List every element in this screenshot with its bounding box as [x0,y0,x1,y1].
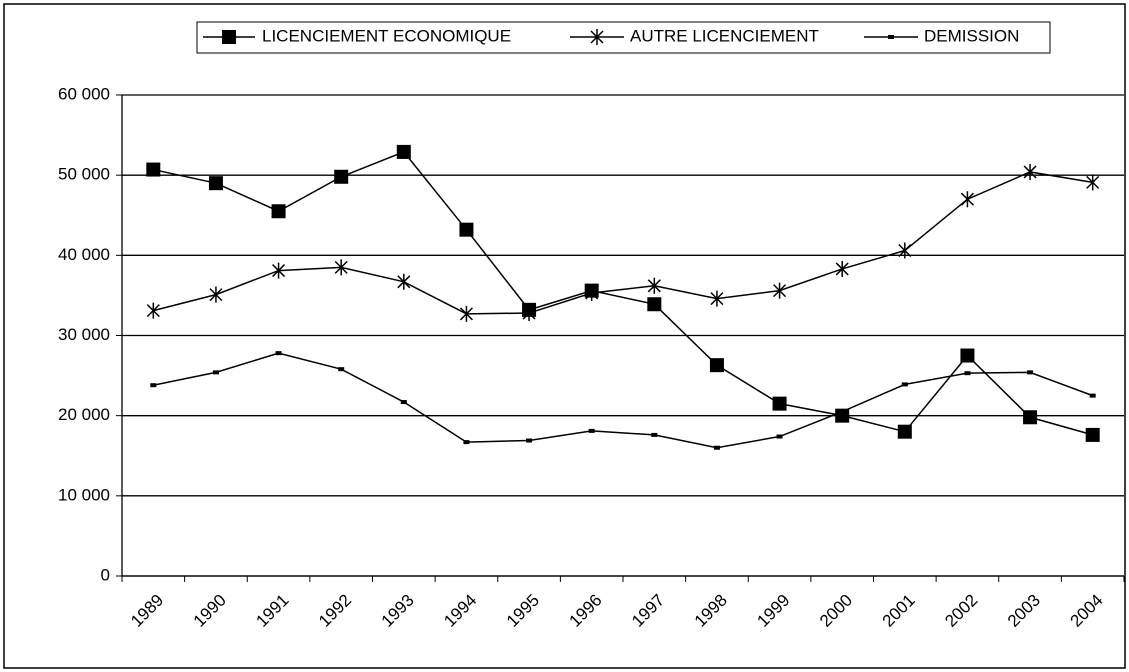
legend-marker [888,35,894,39]
x-tick-label: 2001 [879,591,919,631]
marker [397,273,411,290]
legend-marker [222,30,236,44]
y-tick-label: 20 000 [58,405,110,424]
marker [713,445,720,450]
y-tick-label: 50 000 [58,165,110,184]
x-tick-label: 1996 [566,591,606,631]
marker [334,169,349,184]
x-tick-label: 1990 [190,591,230,631]
marker [459,222,474,237]
marker [898,242,912,259]
marker [651,432,658,437]
marker [1086,174,1100,191]
marker [209,286,223,303]
marker [710,290,724,307]
marker [647,277,661,294]
marker [776,434,783,439]
marker [150,383,157,388]
marker [1089,393,1096,398]
marker [585,285,599,302]
x-tick-label: 1995 [503,591,543,631]
x-tick-label: 1997 [628,591,668,631]
marker [212,370,219,375]
y-tick-label: 0 [101,565,110,584]
x-tick-label: 2003 [1004,591,1044,631]
y-tick-label: 30 000 [58,325,110,344]
legend-label: LICENCIEMENT ECONOMIQUE [262,26,511,45]
x-tick-label: 1989 [127,591,167,631]
series-line [153,151,1093,436]
x-tick-label: 1994 [440,591,480,631]
marker [588,428,595,433]
marker [271,204,286,219]
marker [1023,163,1037,180]
marker [960,348,975,363]
marker [275,351,282,356]
marker [334,259,348,276]
marker [208,176,223,191]
marker [400,400,407,405]
marker [526,438,533,443]
marker [964,371,971,376]
x-tick-label: 1992 [315,591,355,631]
marker [146,302,160,319]
marker [463,440,470,445]
marker [272,262,286,279]
y-tick-label: 10 000 [58,485,110,504]
marker [835,408,850,423]
x-tick-label: 2002 [941,591,981,631]
marker [835,260,849,277]
x-tick-label: 1991 [252,591,292,631]
y-tick-label: 60 000 [58,84,110,103]
marker [396,144,411,159]
x-tick-label: 1998 [691,591,731,631]
legend-marker [590,29,604,45]
marker [897,424,912,439]
x-tick-label: 2000 [816,591,856,631]
x-tick-label: 1993 [378,591,418,631]
marker [772,396,787,411]
x-tick-label: 2004 [1067,591,1107,631]
marker [459,305,473,322]
marker [1027,370,1034,375]
marker [773,282,787,299]
marker [709,358,724,373]
x-tick-label: 1999 [753,591,793,631]
y-tick-label: 40 000 [58,245,110,264]
legend: LICENCIEMENT ECONOMIQUE AUTRE LICENCIEME… [196,21,1051,54]
marker [522,305,536,322]
series-line [153,352,1093,449]
legend-label: AUTRE LICENCIEMENT [630,26,819,45]
marker [146,162,161,177]
marker [839,409,846,414]
marker [1023,410,1038,425]
marker [647,297,662,312]
marker [960,191,974,208]
legend-label: DEMISSION [924,26,1019,45]
series-line [153,171,1093,315]
marker [338,367,345,372]
marker [901,382,908,387]
chart-frame [3,3,1126,669]
marker [1085,427,1100,442]
